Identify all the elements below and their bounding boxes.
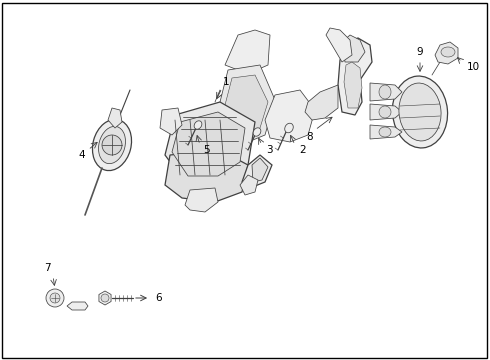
Polygon shape <box>370 104 402 120</box>
Polygon shape <box>165 102 255 182</box>
Ellipse shape <box>379 127 391 137</box>
Polygon shape <box>185 188 218 212</box>
Text: 9: 9 <box>416 47 423 57</box>
Polygon shape <box>99 291 111 305</box>
Ellipse shape <box>93 120 131 171</box>
Polygon shape <box>370 83 402 101</box>
Circle shape <box>102 135 122 155</box>
Polygon shape <box>252 158 268 182</box>
Ellipse shape <box>399 83 441 141</box>
Polygon shape <box>265 90 315 142</box>
Ellipse shape <box>194 121 202 129</box>
Text: 10: 10 <box>467 62 480 72</box>
Polygon shape <box>225 30 270 72</box>
Polygon shape <box>67 302 88 310</box>
Polygon shape <box>240 175 258 195</box>
Polygon shape <box>160 108 182 135</box>
Ellipse shape <box>441 47 455 57</box>
Ellipse shape <box>253 128 261 136</box>
Polygon shape <box>344 62 362 108</box>
Polygon shape <box>218 65 275 142</box>
Polygon shape <box>242 155 272 188</box>
Polygon shape <box>305 85 338 120</box>
Ellipse shape <box>379 85 391 99</box>
Polygon shape <box>172 112 245 176</box>
Ellipse shape <box>379 106 391 118</box>
Text: 3: 3 <box>266 145 272 155</box>
Circle shape <box>50 293 60 303</box>
Polygon shape <box>108 108 122 128</box>
Text: 7: 7 <box>44 263 50 273</box>
Text: 2: 2 <box>299 145 306 155</box>
Polygon shape <box>326 28 352 62</box>
Polygon shape <box>165 150 248 202</box>
Text: 8: 8 <box>307 132 313 142</box>
Text: 5: 5 <box>203 145 210 155</box>
Polygon shape <box>370 125 402 139</box>
Polygon shape <box>338 38 372 115</box>
Polygon shape <box>225 75 268 134</box>
Circle shape <box>46 289 64 307</box>
Text: 6: 6 <box>155 293 162 303</box>
Ellipse shape <box>285 123 294 133</box>
Polygon shape <box>342 35 365 62</box>
Circle shape <box>101 294 109 302</box>
Ellipse shape <box>392 76 447 148</box>
Text: 1: 1 <box>222 77 229 87</box>
Text: 4: 4 <box>79 150 85 160</box>
Polygon shape <box>435 42 458 64</box>
Ellipse shape <box>98 126 125 164</box>
